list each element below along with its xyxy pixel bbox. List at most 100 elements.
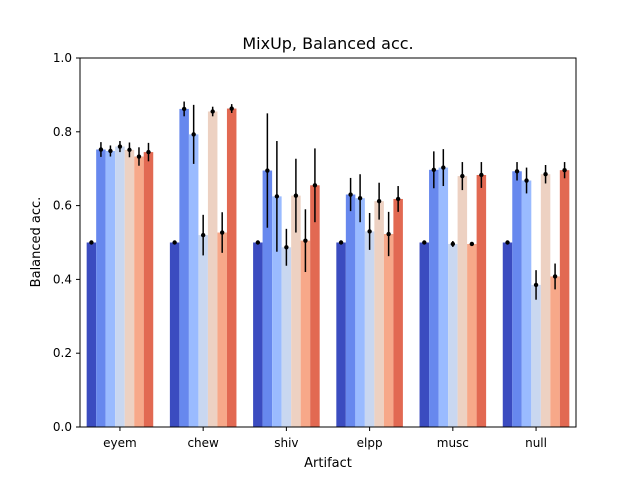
x-tick-label-null: null [525,436,547,450]
plot-frame [79,57,577,428]
bar-chew-3 [198,235,208,427]
bar-musc-2 [438,167,449,427]
mean-point-elpp-0 [338,240,344,245]
mean-point-elpp-5 [386,231,391,237]
mean-point-eyem-3 [117,144,123,149]
bar-shiv-5 [300,240,311,427]
x-axis-label: Artifact [304,456,352,471]
y-tick-label: 0.0 [53,420,72,434]
bar-eyem-0 [86,242,97,427]
mean-point-shiv-2 [274,194,280,199]
mean-point-chew-0 [172,240,177,245]
mean-point-shiv-4 [293,193,299,198]
mean-point-eyem-0 [89,240,94,245]
mean-point-null-3 [533,282,539,288]
mean-point-eyem-4 [127,147,132,153]
bar-eyem-1 [96,149,106,427]
y-tick-label: 1.0 [53,51,72,65]
mean-point-musc-1 [431,167,437,173]
bar-musc-0 [419,242,430,427]
bar-chew-1 [179,108,189,427]
bar-null-5 [550,276,560,427]
mean-point-chew-5 [219,230,225,235]
y-tick-label: 0.6 [53,199,72,213]
bar-shiv-2 [272,196,282,427]
y-tick-label: 0.2 [53,346,72,360]
mean-point-chew-2 [191,132,196,137]
mean-point-shiv-0 [255,240,261,245]
x-tick-label-musc: musc [437,436,469,450]
x-tick-label-elpp: elpp [357,436,383,450]
bar-null-2 [521,180,532,427]
bar-shiv-6 [310,185,320,427]
mean-point-chew-6 [229,106,234,111]
axes-group: 0.0 0.2 0.4 0.6 0.8 1.0 eyem chew shiv elpp musc nu… [53,51,577,450]
bar-chew-2 [188,134,199,427]
bar-elpp-0 [336,242,346,427]
bar-eyem-5 [134,156,144,427]
mean-point-elpp-1 [348,192,353,197]
bar-elpp-5 [383,234,394,427]
bar-chew-4 [207,111,218,427]
mean-point-null-1 [514,169,520,174]
mean-point-shiv-5 [303,238,308,243]
bar-eyem-4 [124,149,135,428]
mean-point-shiv-1 [265,168,270,173]
x-tick-label-eyem: eyem [103,436,137,450]
bar-elpp-3 [364,231,375,427]
mean-point-chew-1 [181,106,187,112]
mean-point-elpp-4 [376,198,382,204]
bar-musc-6 [476,174,487,427]
y-tick-label: 0.4 [53,272,72,286]
mean-point-null-2 [524,178,529,183]
bar-musc-5 [467,243,477,427]
mean-point-chew-3 [200,232,206,238]
mean-point-musc-4 [460,173,465,179]
error-bars-group [89,101,567,300]
bar-shiv-3 [281,247,292,427]
y-axis-label: Balanced acc. [29,197,44,288]
bar-eyem-6 [143,152,154,427]
bar-shiv-1 [262,170,273,428]
bar-null-6 [559,170,570,427]
mean-point-null-5 [552,274,558,279]
chart-title: MixUp, Balanced acc. [242,34,413,53]
mean-point-eyem-1 [98,147,104,152]
mean-point-musc-6 [479,172,484,178]
bar-null-4 [540,174,551,427]
mean-point-null-4 [543,172,548,177]
bar-elpp-2 [355,198,365,427]
bar-chew-5 [217,232,227,427]
bar-musc-3 [448,243,458,427]
mean-point-elpp-6 [395,196,401,202]
mean-point-musc-5 [469,241,475,247]
mean-point-musc-0 [422,240,427,245]
bar-elpp-6 [393,198,403,427]
mean-point-musc-3 [450,241,456,247]
mean-point-elpp-2 [357,196,363,201]
mean-point-eyem-6 [146,149,151,155]
mean-point-shiv-6 [312,183,318,188]
mean-point-chew-4 [210,109,215,114]
bar-null-0 [502,242,513,427]
mean-point-eyem-2 [108,148,113,154]
bar-eyem-3 [115,146,125,427]
y-tick-label: 0.8 [53,125,72,139]
bar-chew-6 [226,108,237,427]
x-tick-label-chew: chew [187,436,219,450]
mean-point-elpp-3 [367,229,372,234]
mean-point-shiv-3 [284,245,289,250]
bar-shiv-4 [291,195,301,427]
bar-null-3 [531,284,541,427]
bar-musc-4 [457,176,468,427]
mean-point-null-0 [505,240,510,245]
bar-elpp-4 [374,201,384,427]
bar-elpp-1 [345,194,356,427]
bar-musc-1 [429,169,439,427]
bar-chew-0 [169,242,180,427]
bars-group [86,108,570,428]
bar-null-1 [512,171,522,427]
mean-point-eyem-5 [136,154,142,159]
mean-point-musc-2 [441,165,446,170]
